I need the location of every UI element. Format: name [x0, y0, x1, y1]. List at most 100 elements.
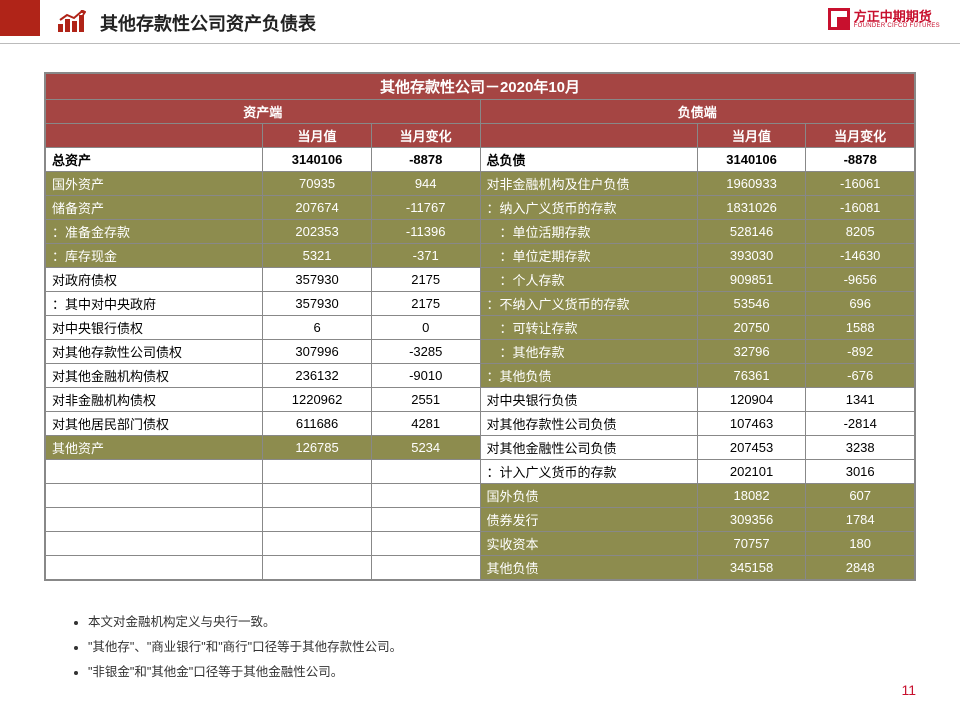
logo-cn: 方正中期期货 [854, 10, 940, 23]
liability-value: 207453 [697, 436, 806, 460]
liability-change: 696 [806, 292, 915, 316]
liability-label: ：单位定期存款 [480, 244, 697, 268]
empty-cell [46, 556, 263, 580]
asset-label: 对非金融机构债权 [46, 388, 263, 412]
col-value-a: 当月值 [263, 124, 372, 148]
liability-value: 1831026 [697, 196, 806, 220]
asset-label: 总资产 [46, 148, 263, 172]
asset-change: 4281 [371, 412, 480, 436]
liability-label: 国外负债 [480, 484, 697, 508]
liability-label: 对非金融机构及住户负债 [480, 172, 697, 196]
asset-change: -9010 [371, 364, 480, 388]
asset-label: 其他资产 [46, 436, 263, 460]
asset-label: 对其他存款性公司债权 [46, 340, 263, 364]
col-change-a: 当月变化 [371, 124, 480, 148]
liability-label: ：个人存款 [480, 268, 697, 292]
footnote-item: 本文对金融机构定义与央行一致。 [88, 610, 402, 635]
asset-change: 2175 [371, 268, 480, 292]
liability-change: -2814 [806, 412, 915, 436]
empty-cell [46, 484, 263, 508]
liability-change: 1784 [806, 508, 915, 532]
col-blank [480, 124, 697, 148]
liability-change: -16081 [806, 196, 915, 220]
liability-label: 对中央银行负债 [480, 388, 697, 412]
asset-value: 357930 [263, 268, 372, 292]
liability-label: 债券发行 [480, 508, 697, 532]
asset-label: 对其他居民部门债权 [46, 412, 263, 436]
col-change-l: 当月变化 [806, 124, 915, 148]
balance-sheet-table: 其他存款性公司－2020年10月 资产端 负债端 当月值 当月变化 当月值 当月… [44, 72, 916, 581]
asset-value: 5321 [263, 244, 372, 268]
liability-label: ：计入广义货币的存款 [480, 460, 697, 484]
liability-value: 32796 [697, 340, 806, 364]
liability-label: 实收资本 [480, 532, 697, 556]
brand-logo: 方正中期期货 FOUNDER CIFCO FUTURES [828, 8, 940, 30]
liability-value: 309356 [697, 508, 806, 532]
page-number: 11 [901, 682, 916, 698]
empty-cell [46, 460, 263, 484]
liability-change: 1588 [806, 316, 915, 340]
asset-value: 202353 [263, 220, 372, 244]
liability-change: -14630 [806, 244, 915, 268]
liability-change: 8205 [806, 220, 915, 244]
liability-value: 76361 [697, 364, 806, 388]
liability-value: 909851 [697, 268, 806, 292]
liability-change: -8878 [806, 148, 915, 172]
chart-icon [58, 10, 86, 32]
liability-change: -9656 [806, 268, 915, 292]
asset-label: ：其中对中央政府 [46, 292, 263, 316]
liability-value: 53546 [697, 292, 806, 316]
liability-value: 120904 [697, 388, 806, 412]
asset-change: -8878 [371, 148, 480, 172]
asset-change: 944 [371, 172, 480, 196]
assets-header: 资产端 [46, 100, 481, 124]
liability-change: -676 [806, 364, 915, 388]
asset-label: 对中央银行债权 [46, 316, 263, 340]
empty-cell [46, 532, 263, 556]
asset-label: 对其他金融机构债权 [46, 364, 263, 388]
liability-change: -892 [806, 340, 915, 364]
asset-value: 611686 [263, 412, 372, 436]
asset-change: 2175 [371, 292, 480, 316]
footnotes: 本文对金融机构定义与央行一致。"其他存"、"商业银行"和"商行"口径等于其他存款… [70, 610, 402, 685]
asset-change: -3285 [371, 340, 480, 364]
liability-label: 总负债 [480, 148, 697, 172]
asset-value: 236132 [263, 364, 372, 388]
col-blank [46, 124, 263, 148]
asset-label: ：准备金存款 [46, 220, 263, 244]
asset-change: 2551 [371, 388, 480, 412]
liability-label: ：其他存款 [480, 340, 697, 364]
footnote-item: "其他存"、"商业银行"和"商行"口径等于其他存款性公司。 [88, 635, 402, 660]
asset-value: 126785 [263, 436, 372, 460]
liability-change: 2848 [806, 556, 915, 580]
liability-value: 20750 [697, 316, 806, 340]
liability-label: 对其他存款性公司负债 [480, 412, 697, 436]
liabilities-header: 负债端 [480, 100, 915, 124]
col-value-l: 当月值 [697, 124, 806, 148]
liability-change: -16061 [806, 172, 915, 196]
liability-label: ：不纳入广义货币的存款 [480, 292, 697, 316]
asset-change: 0 [371, 316, 480, 340]
liability-value: 107463 [697, 412, 806, 436]
liability-value: 345158 [697, 556, 806, 580]
asset-label: 对政府债权 [46, 268, 263, 292]
liability-change: 180 [806, 532, 915, 556]
page-title: 其他存款性公司资产负债表 [100, 10, 316, 36]
footnote-item: "非银金"和"其他金"口径等于其他金融性公司。 [88, 660, 402, 685]
asset-change: -371 [371, 244, 480, 268]
liability-value: 18082 [697, 484, 806, 508]
asset-change: 5234 [371, 436, 480, 460]
asset-label: 国外资产 [46, 172, 263, 196]
header: 其他存款性公司资产负债表 方正中期期货 FOUNDER CIFCO FUTURE… [0, 0, 960, 44]
asset-change: -11767 [371, 196, 480, 220]
asset-value: 1220962 [263, 388, 372, 412]
asset-value: 70935 [263, 172, 372, 196]
asset-label: ：库存现金 [46, 244, 263, 268]
liability-value: 70757 [697, 532, 806, 556]
asset-label: 储备资产 [46, 196, 263, 220]
liability-change: 3238 [806, 436, 915, 460]
liability-value: 528146 [697, 220, 806, 244]
liability-change: 1341 [806, 388, 915, 412]
asset-value: 3140106 [263, 148, 372, 172]
liability-label: ：可转让存款 [480, 316, 697, 340]
